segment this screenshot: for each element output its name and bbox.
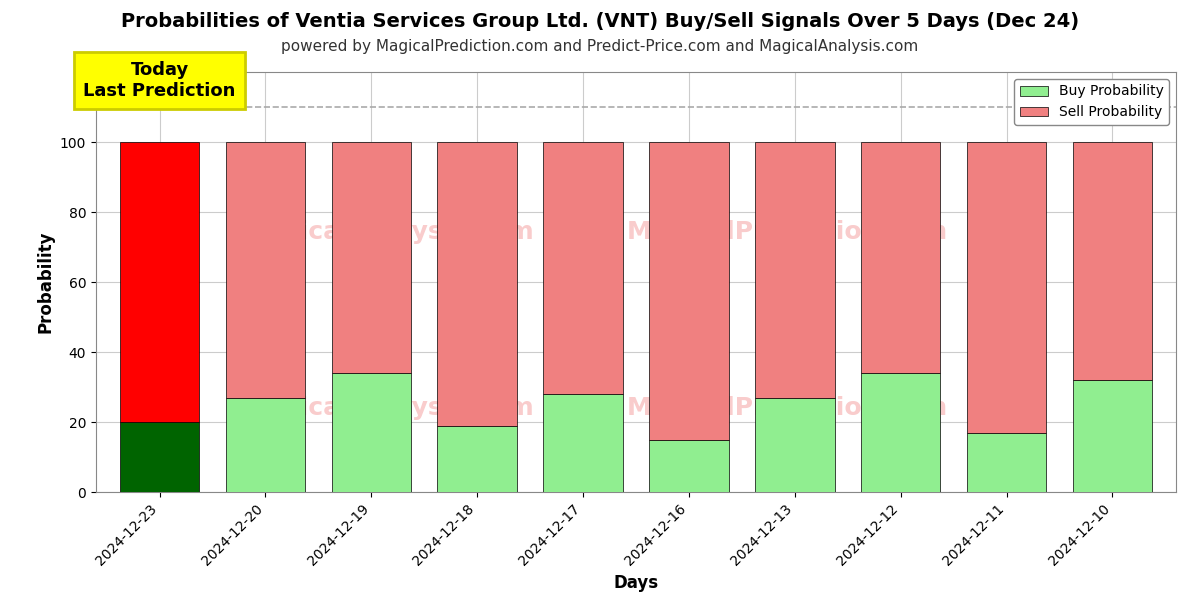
Legend: Buy Probability, Sell Probability: Buy Probability, Sell Probability	[1014, 79, 1169, 125]
Bar	[862, 142, 941, 373]
Bar	[862, 373, 941, 492]
Bar	[967, 142, 1046, 433]
Bar	[755, 142, 834, 397]
Bar	[1073, 142, 1152, 380]
Bar	[438, 142, 517, 425]
Bar	[226, 142, 305, 397]
Bar	[331, 373, 412, 492]
Bar	[438, 425, 517, 492]
Text: Probabilities of Ventia Services Group Ltd. (VNT) Buy/Sell Signals Over 5 Days (: Probabilities of Ventia Services Group L…	[121, 12, 1079, 31]
Bar	[544, 394, 623, 492]
Bar	[755, 397, 834, 492]
Bar	[226, 397, 305, 492]
Y-axis label: Probability: Probability	[36, 231, 54, 333]
Text: Today
Last Prediction: Today Last Prediction	[83, 61, 235, 100]
Text: MagicalPrediction.com: MagicalPrediction.com	[626, 220, 948, 244]
Bar	[1073, 380, 1152, 492]
Bar	[331, 142, 412, 373]
Text: MagicalAnalysis.com: MagicalAnalysis.com	[241, 396, 534, 420]
Bar	[120, 142, 199, 422]
Bar	[120, 422, 199, 492]
Bar	[649, 439, 728, 492]
Text: MagicalAnalysis.com: MagicalAnalysis.com	[241, 220, 534, 244]
Bar	[544, 142, 623, 394]
Bar	[967, 433, 1046, 492]
Text: MagicalPrediction.com: MagicalPrediction.com	[626, 396, 948, 420]
Bar	[649, 142, 728, 439]
X-axis label: Days: Days	[613, 574, 659, 592]
Text: powered by MagicalPrediction.com and Predict-Price.com and MagicalAnalysis.com: powered by MagicalPrediction.com and Pre…	[281, 39, 919, 54]
